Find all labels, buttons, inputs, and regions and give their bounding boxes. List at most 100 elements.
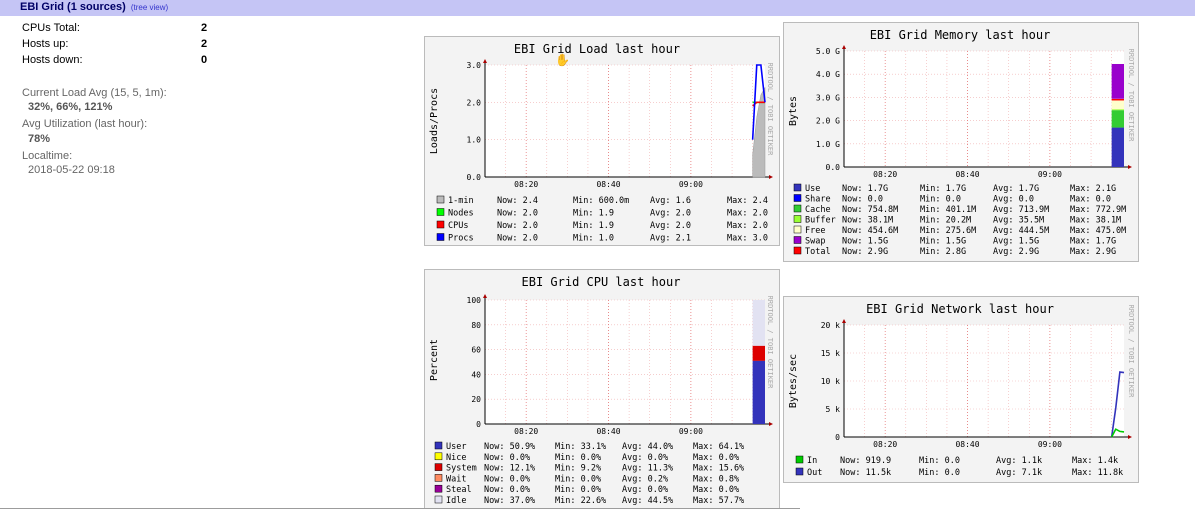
legend-now: Now: 2.4 xyxy=(497,196,538,206)
y-tick-label: 80 xyxy=(471,321,481,330)
series-line-procs xyxy=(751,64,766,140)
legend-swatch xyxy=(434,474,443,482)
hosts-up-value: 2 xyxy=(201,38,208,50)
load-cursor-icon: ✋ xyxy=(555,53,570,67)
legend-swatch xyxy=(436,233,445,241)
legend-now: Now: 37.0% xyxy=(484,496,535,506)
legend-now: Now: 2.0 xyxy=(497,234,538,244)
legend-max: Max: 1.4k xyxy=(1072,456,1118,466)
x-axis-arrow xyxy=(1128,165,1132,169)
legend-name: Cache xyxy=(805,205,831,215)
legend-now: Now: 38.1M xyxy=(842,216,893,226)
stack-layer-buffer xyxy=(1111,109,1124,111)
legend-swatch xyxy=(793,236,802,244)
y-tick-label: 1.0 xyxy=(467,136,482,145)
memory-graph[interactable]: EBI Grid Memory last hour Bytes RRDTOOL … xyxy=(783,22,1139,262)
y-axis-arrow xyxy=(842,319,846,323)
stack-layer-use xyxy=(1111,127,1124,167)
legend-swatch xyxy=(434,441,443,450)
hosts-down-label: Hosts down: xyxy=(22,54,83,66)
legend-name: Free xyxy=(805,226,825,236)
legend-name: 1-min xyxy=(448,196,474,206)
legend-max: Max: 0.0% xyxy=(693,453,739,463)
legend-swatch xyxy=(434,463,443,471)
network-chart: EBI Grid Network last hour Bytes/sec RRD… xyxy=(788,302,1135,478)
legend-min: Min: 9.2% xyxy=(555,464,601,474)
chart-title: EBI Grid Memory last hour xyxy=(870,28,1051,42)
legend-min: Min: 401.1M xyxy=(920,205,976,215)
network-graph[interactable]: EBI Grid Network last hour Bytes/sec RRD… xyxy=(783,296,1139,483)
legend-now: Now: 0.0 xyxy=(842,195,883,205)
legend-min: Min: 1.9 xyxy=(573,209,614,219)
grid-title: EBI Grid (1 sources) (tree view) xyxy=(20,1,168,13)
localtime-value: 2018-05-22 09:18 xyxy=(28,164,115,176)
legend-now: Now: 0.0% xyxy=(484,485,530,495)
legend-now: Now: 2.0 xyxy=(497,209,538,219)
cpu-user-area xyxy=(752,360,765,424)
y-tick-label: 60 xyxy=(471,346,481,355)
x-tick-label: 08:20 xyxy=(873,170,897,179)
legend-min: Min: 1.7G xyxy=(920,184,966,194)
y-tick-label: 1.0 G xyxy=(816,140,840,149)
legend-name: In xyxy=(807,456,817,466)
legend-min: Min: 1.0 xyxy=(573,234,614,244)
legend-avg: Avg: 0.0 xyxy=(993,195,1034,205)
y-tick-label: 0 xyxy=(476,420,481,429)
legend-avg: Avg: 713.9M xyxy=(993,205,1049,215)
y-tick-label: 0.0 xyxy=(826,163,841,172)
cpus-label: CPUs Total: xyxy=(22,22,80,34)
legend-max: Max: 15.6% xyxy=(693,464,744,474)
legend-name: Use xyxy=(805,184,820,194)
chart-title: EBI Grid Network last hour xyxy=(866,302,1054,316)
y-tick-label: 0.0 xyxy=(467,173,482,182)
x-tick-label: 08:20 xyxy=(514,180,538,189)
legend-swatch xyxy=(434,452,443,461)
legend-min: Min: 0.0 xyxy=(920,195,961,205)
x-tick-label: 08:20 xyxy=(514,427,538,436)
stack-layer-free xyxy=(1111,98,1124,110)
x-tick-label: 09:00 xyxy=(1038,170,1062,179)
x-axis-arrow xyxy=(769,422,773,426)
y-tick-label: 3.0 xyxy=(467,61,482,70)
legend-now: Now: 1.5G xyxy=(842,237,888,247)
y-tick-label: 20 xyxy=(471,395,481,404)
legend-min: Min: 0.0% xyxy=(555,474,601,484)
legend-max: Max: 38.1M xyxy=(1070,216,1121,226)
plot-area xyxy=(844,51,1124,167)
legend-now: Now: 1.7G xyxy=(842,184,888,194)
legend-now: Now: 754.8M xyxy=(842,205,898,215)
y-tick-label: 0 xyxy=(835,433,840,442)
legend-avg: Avg: 444.5M xyxy=(993,226,1049,236)
legend-max: Max: 2.0 xyxy=(727,221,768,231)
legend-max: Max: 2.0 xyxy=(727,209,768,219)
y-tick-label: 10 k xyxy=(821,377,840,386)
legend-name: Idle xyxy=(446,496,466,506)
hosts-up-label: Hosts up: xyxy=(22,38,69,50)
legend-name: System xyxy=(446,464,477,474)
legend-name: User xyxy=(446,442,466,452)
cpu-graph[interactable]: EBI Grid CPU last hour Percent RRDTOOL /… xyxy=(424,269,780,509)
load-graph[interactable]: EBI Grid Load last hour Loads/Procs RRDT… xyxy=(424,36,780,246)
legend-avg: Avg: 1.5G xyxy=(993,237,1039,247)
stack-layer-swap xyxy=(1111,63,1124,99)
y-tick-label: 3.0 G xyxy=(816,93,840,102)
y-tick-label: 20 k xyxy=(821,321,840,330)
legend-max: Max: 64.1% xyxy=(693,442,744,452)
y-axis-label: Bytes/sec xyxy=(788,354,799,408)
legend-avg: Avg: 1.7G xyxy=(993,184,1039,194)
tree-view-link[interactable]: (tree view) xyxy=(130,3,169,12)
series-line-out xyxy=(1110,371,1125,438)
hosts-down-value: 0 xyxy=(201,54,208,66)
x-tick-label: 08:40 xyxy=(596,180,620,189)
cpu-chart: EBI Grid CPU last hour Percent RRDTOOL /… xyxy=(429,275,774,506)
legend-now: Now: 50.9% xyxy=(484,442,535,452)
plot-area xyxy=(485,300,765,424)
legend-max: Max: 2.4 xyxy=(727,196,768,206)
page-divider xyxy=(0,508,800,509)
legend-avg: Avg: 1.1k xyxy=(996,456,1042,466)
legend-min: Min: 0.0% xyxy=(555,453,601,463)
legend-name: Steal xyxy=(446,485,472,495)
hosts-up-row: Hosts up: 2 xyxy=(22,38,222,52)
util-label: Avg Utilization (last hour): xyxy=(22,118,148,130)
chart-title: EBI Grid CPU last hour xyxy=(522,275,681,289)
